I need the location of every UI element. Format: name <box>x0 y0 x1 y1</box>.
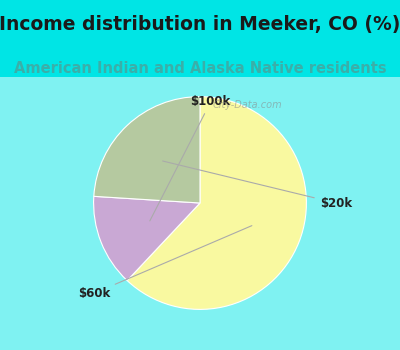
FancyBboxPatch shape <box>0 74 400 350</box>
Text: $100k: $100k <box>150 96 231 221</box>
Text: City-Data.com: City-Data.com <box>213 100 283 110</box>
Text: $60k: $60k <box>78 226 252 300</box>
Wedge shape <box>127 97 306 309</box>
Wedge shape <box>94 97 200 203</box>
Text: Income distribution in Meeker, CO (%): Income distribution in Meeker, CO (%) <box>0 15 400 34</box>
Wedge shape <box>94 196 200 281</box>
Text: $20k: $20k <box>163 161 352 210</box>
Text: American Indian and Alaska Native residents: American Indian and Alaska Native reside… <box>14 61 386 76</box>
